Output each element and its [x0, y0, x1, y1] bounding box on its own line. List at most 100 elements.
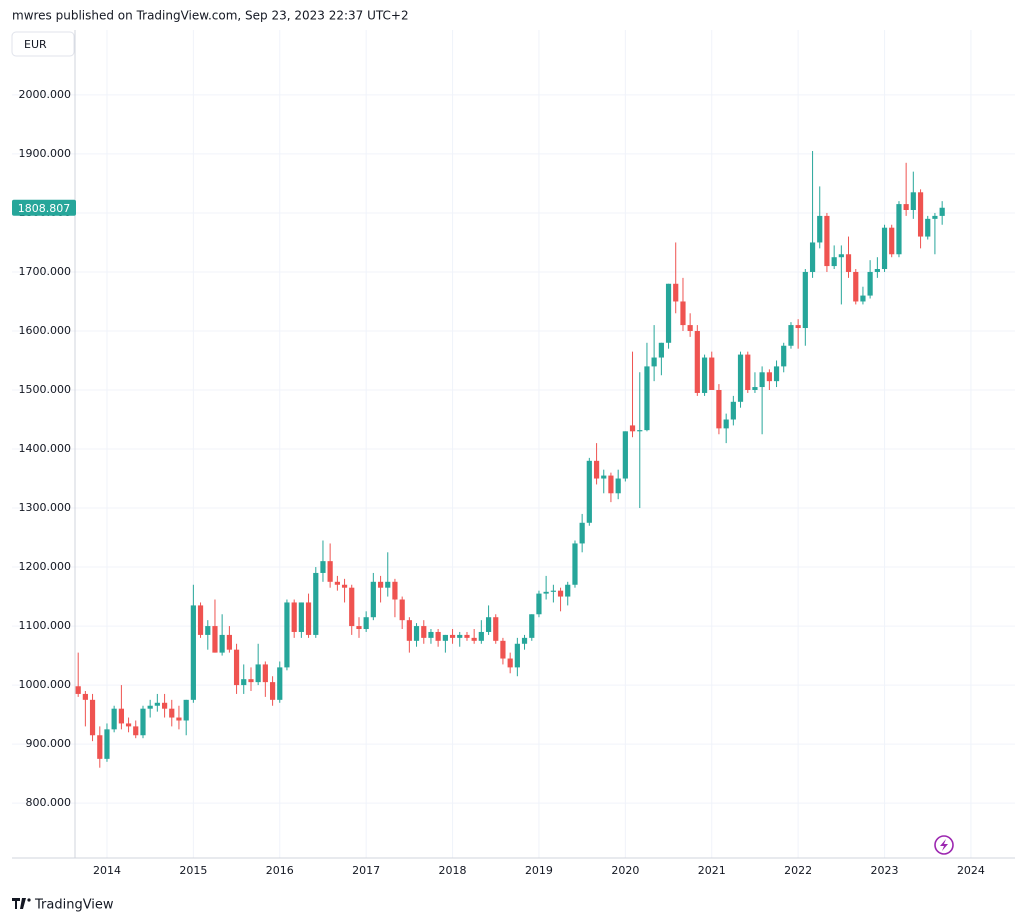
candle-body [723, 419, 729, 429]
currency: EUR [24, 38, 47, 51]
candle-body [766, 372, 772, 382]
candle-body [147, 705, 153, 709]
candle-body [680, 301, 686, 326]
flash-icon[interactable] [934, 835, 954, 855]
candle-body [608, 475, 614, 494]
y-tick-label: 1700.000 [19, 265, 72, 278]
candle-body [557, 590, 564, 597]
candle-body [392, 581, 398, 600]
candle-body [752, 387, 758, 390]
candle-body [241, 679, 247, 686]
candle-body [917, 192, 924, 237]
candle-body [860, 295, 866, 302]
candle-body [226, 634, 232, 650]
candle-body [277, 667, 283, 700]
candle-body [687, 325, 693, 331]
x-tick-label: 2020 [611, 864, 639, 877]
candle-body [701, 357, 708, 393]
candle-body [485, 617, 492, 632]
y-tick-label: 1300.000 [19, 501, 72, 514]
candle-body [154, 702, 160, 706]
candle-body [262, 664, 268, 683]
candle-body [75, 686, 81, 694]
candle-body [658, 342, 664, 358]
candle-body [637, 430, 643, 432]
candle-body [442, 634, 448, 641]
candle-body [493, 617, 499, 641]
candle-body [248, 679, 254, 683]
candle-body [197, 605, 204, 635]
price-badge-label: 1808.807 [18, 202, 71, 215]
y-tick-label: 1200.000 [19, 560, 72, 573]
candle-body [161, 702, 168, 709]
candle-body [363, 617, 369, 630]
currency-box[interactable] [11, 31, 75, 57]
candle-body [932, 215, 938, 219]
candle-body [514, 643, 520, 668]
candle-body [925, 218, 931, 237]
candle-body [665, 283, 672, 343]
candle-body [291, 602, 297, 632]
candle-body [622, 431, 628, 479]
candle-body [118, 708, 124, 724]
candle-body [111, 708, 117, 730]
candle-body [334, 581, 340, 585]
x-tick-label: 2019 [525, 864, 553, 877]
candle-body [536, 593, 542, 615]
candle-body [341, 584, 348, 588]
candle-body [572, 543, 578, 585]
candle-body [97, 735, 103, 759]
candle-body [709, 357, 715, 390]
candle-body [406, 620, 412, 641]
candle-body [500, 640, 506, 659]
candle-body [176, 717, 182, 721]
candle-body [745, 354, 751, 390]
candle-body [853, 271, 859, 302]
y-tick-label: 2000.000 [19, 88, 72, 101]
candle-body [104, 729, 110, 759]
candle-body [298, 602, 304, 632]
candle-body [305, 602, 312, 635]
candle-body [759, 372, 765, 388]
x-tick-label: 2021 [698, 864, 726, 877]
candle-body [385, 581, 391, 588]
candle-body [694, 330, 700, 393]
candle-body [903, 204, 909, 210]
candle-body [529, 614, 535, 638]
candle-body [428, 631, 434, 638]
y-tick-label: 1500.000 [19, 383, 72, 396]
candle-body [910, 192, 916, 210]
candle-body [377, 581, 384, 588]
candle-body [781, 345, 787, 367]
x-tick-label: 2018 [439, 864, 467, 877]
grid: 800.000 900.000 1000.000 1100.000 1200.000 13… [12, 30, 1015, 877]
candle-body [457, 634, 463, 638]
candle-body [543, 591, 549, 594]
candle-body [615, 478, 621, 494]
candle-body [730, 401, 736, 420]
candle-body [550, 590, 556, 592]
candle-body [651, 357, 657, 367]
candle-body [413, 626, 420, 641]
candle-body [464, 634, 470, 638]
candle-body [219, 634, 225, 653]
candle-body [125, 723, 132, 727]
y-tick-label: 1400.000 [19, 442, 72, 455]
candle-body [788, 325, 794, 346]
candle-body [212, 626, 218, 653]
candle-body [716, 390, 722, 429]
candle-body [565, 584, 571, 597]
candle-body [449, 634, 456, 638]
candle-body [644, 366, 650, 431]
candle-body [190, 605, 196, 700]
x-tick-label: 2023 [871, 864, 899, 877]
candle-body [889, 227, 895, 255]
candle-body [327, 561, 333, 582]
footer-logo [12, 898, 31, 909]
candle-body [133, 726, 139, 736]
candle-body [673, 283, 679, 302]
candle-body [831, 257, 837, 267]
candle-body [313, 572, 319, 635]
